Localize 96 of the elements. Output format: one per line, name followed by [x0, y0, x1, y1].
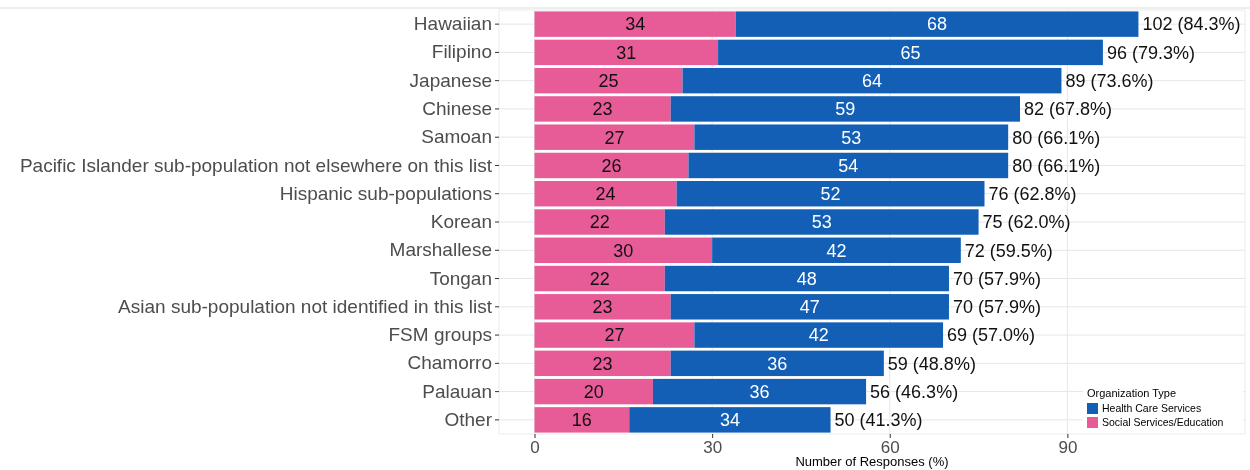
legend-label: Health Care Services — [1102, 402, 1202, 414]
bar — [670, 350, 884, 377]
bar — [534, 152, 689, 179]
total-label: 70 (57.9%) — [952, 297, 1042, 318]
data-label: 42 — [808, 325, 829, 346]
bar — [694, 322, 944, 348]
data-label: 34 — [719, 410, 740, 431]
total-label: 50 (41.3%) — [834, 410, 923, 431]
bar — [534, 294, 671, 320]
bar — [735, 11, 1139, 37]
y-tick-label: Filipino — [431, 41, 492, 63]
y-tick-label: Tongan — [429, 267, 492, 289]
data-label: 27 — [604, 127, 625, 148]
bar — [534, 378, 653, 405]
bar — [534, 96, 671, 122]
data-label: 27 — [604, 325, 625, 346]
data-label: 22 — [589, 268, 610, 289]
data-label: 36 — [749, 381, 770, 402]
x-tick-label: 30 — [703, 438, 723, 458]
y-tick-label: Marshallese — [389, 239, 492, 261]
y-tick-label: Samoan — [421, 126, 492, 148]
y-tick-label: Chamorro — [407, 352, 492, 374]
total-label: 70 (57.9%) — [952, 268, 1042, 289]
bar — [688, 152, 1009, 179]
total-label: 76 (62.8%) — [988, 184, 1077, 205]
y-tick-label: Other — [444, 408, 493, 430]
data-label: 23 — [592, 99, 613, 120]
bar — [664, 265, 949, 292]
x-tick-label: 0 — [530, 438, 540, 458]
bar — [534, 237, 713, 263]
bar — [629, 407, 831, 433]
data-label: 47 — [799, 297, 820, 318]
bar — [534, 181, 677, 207]
bar — [534, 67, 683, 94]
data-label: 48 — [796, 268, 817, 289]
total-label: 72 (59.5%) — [964, 240, 1053, 261]
total-label: 96 (79.3%) — [1106, 42, 1195, 63]
bar — [694, 124, 1009, 150]
y-tick-label: Chinese — [422, 98, 492, 120]
data-label: 31 — [616, 42, 637, 63]
data-label: 24 — [595, 184, 616, 205]
data-label: 30 — [613, 240, 634, 261]
x-tick-label: 90 — [1058, 438, 1078, 458]
data-label: 23 — [592, 353, 613, 374]
y-tick-label: Pacific Islander sub-population not elsewhere on this list — [19, 154, 493, 176]
total-label: 89 (73.6%) — [1065, 70, 1154, 91]
total-label: 80 (66.1%) — [1012, 155, 1101, 176]
y-tick-label: Hawaiian — [413, 13, 492, 35]
bar — [534, 350, 671, 377]
data-label: 34 — [625, 14, 646, 35]
bar — [712, 237, 961, 263]
data-label: 42 — [826, 240, 847, 261]
bar — [664, 209, 979, 235]
data-label: 53 — [811, 212, 832, 233]
bar — [534, 265, 665, 292]
bar — [670, 294, 949, 320]
bar — [682, 67, 1062, 94]
data-label: 26 — [601, 155, 622, 176]
bar — [534, 11, 736, 37]
data-label: 54 — [838, 155, 859, 176]
legend-title: Organization Type — [1087, 387, 1177, 399]
bar — [676, 181, 985, 207]
data-label: 20 — [583, 381, 604, 402]
total-label: 80 (66.1%) — [1012, 127, 1101, 148]
bar — [670, 96, 1021, 122]
total-label: 69 (57.0%) — [947, 325, 1036, 346]
y-tick-label: FSM groups — [388, 324, 492, 346]
bar — [534, 407, 630, 433]
data-label: 65 — [900, 42, 921, 63]
y-tick-label: Korean — [430, 211, 492, 233]
data-label: 25 — [598, 70, 619, 91]
data-label: 23 — [592, 297, 613, 318]
data-label: 64 — [861, 70, 883, 91]
data-label: 53 — [841, 127, 862, 148]
bar — [652, 378, 867, 405]
data-label: 68 — [927, 14, 948, 35]
data-label: 52 — [820, 184, 841, 205]
bar — [718, 39, 1103, 66]
data-label: 36 — [767, 353, 788, 374]
total-label: 56 (46.3%) — [870, 381, 959, 402]
total-label: 59 (48.8%) — [887, 353, 976, 374]
total-label: 82 (67.8%) — [1024, 99, 1113, 120]
bar — [534, 39, 719, 66]
legend-label: Social Services/Education — [1102, 416, 1224, 428]
data-label: 22 — [589, 212, 610, 233]
bar — [534, 124, 695, 150]
data-label: 59 — [835, 99, 856, 120]
bar — [534, 322, 695, 348]
y-tick-label: Asian sub-population not identified in this list — [118, 295, 493, 317]
bar — [534, 209, 665, 235]
total-label: 75 (62.0%) — [982, 212, 1071, 233]
y-tick-label: Japanese — [409, 69, 492, 91]
data-label: 16 — [571, 410, 592, 431]
y-tick-label: Palauan — [422, 380, 492, 402]
total-label: 102 (84.3%) — [1142, 14, 1241, 35]
y-tick-label: Hispanic sub-populations — [279, 182, 492, 204]
